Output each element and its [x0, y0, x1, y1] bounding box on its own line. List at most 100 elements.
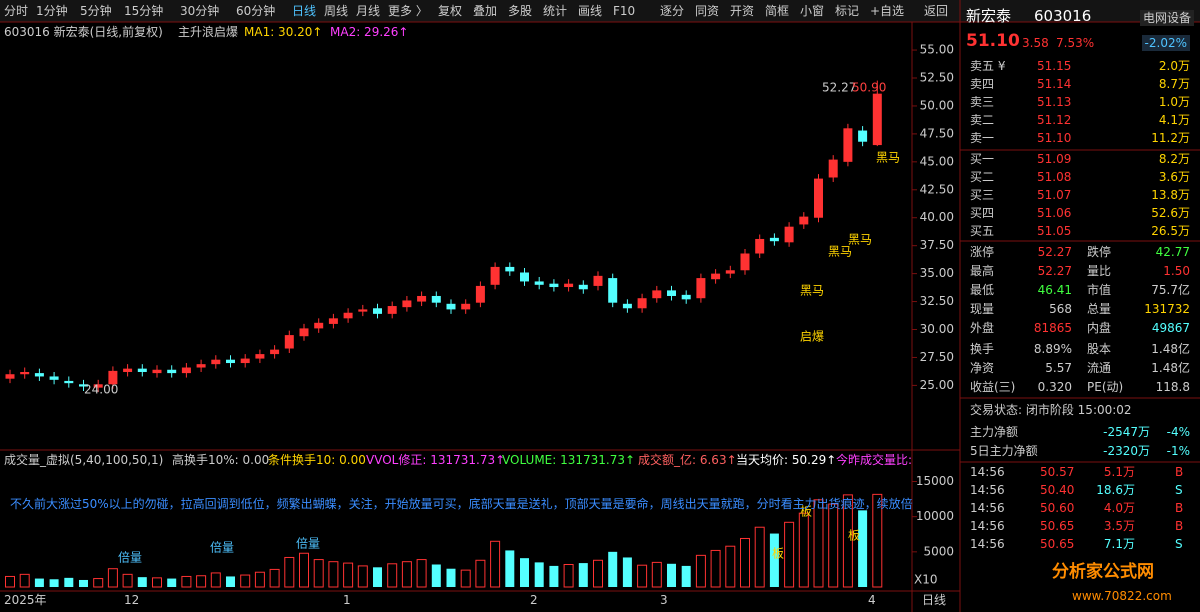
toolbar-button[interactable]: 逐分: [660, 4, 685, 18]
price-change: 3.58: [1022, 36, 1049, 50]
toolbar-tab[interactable]: 更多 〉: [388, 4, 428, 18]
volume-bar: [401, 561, 412, 588]
toolbar-tab[interactable]: 5分钟: [80, 4, 112, 18]
tick-price: 50.57: [1040, 465, 1075, 479]
tick-side: S: [1175, 537, 1183, 551]
toolbar-tab[interactable]: 1分钟: [36, 4, 68, 18]
toolbar-tab[interactable]: 周线: [324, 4, 349, 18]
volume-bar: [754, 526, 765, 588]
stat-label: 涨停: [970, 245, 995, 259]
toolbar-button[interactable]: 复权: [438, 4, 463, 18]
candle-body: [20, 371, 30, 375]
toolbar-button[interactable]: 统计: [543, 4, 568, 18]
x-tick-label: 1: [343, 593, 351, 607]
stat-value: 8.89%: [1033, 342, 1072, 356]
candle-body: [534, 281, 544, 285]
order-price: 51.06: [1037, 206, 1072, 220]
toolbar-tab[interactable]: 月线: [356, 4, 381, 18]
volume-bar: [19, 573, 30, 588]
candle-body: [608, 278, 618, 303]
toolbar-button[interactable]: 标记: [835, 4, 860, 18]
y-tick-label: 25.00: [920, 378, 954, 392]
toolbar-tab[interactable]: 60分钟: [236, 4, 276, 18]
y-tick-label: 40.00: [920, 210, 954, 224]
volume-label: 倍量: [210, 540, 234, 555]
volume-bar: [637, 564, 648, 588]
volume-bar: [798, 512, 809, 588]
sector-tag[interactable]: 电网设备: [1140, 10, 1195, 26]
order-volume: 8.7万: [1158, 77, 1190, 91]
stat-value: 52.27: [1037, 264, 1072, 278]
candle-body: [711, 273, 721, 280]
order-volume: 3.6万: [1158, 170, 1190, 184]
tick-price: 50.65: [1040, 519, 1075, 533]
stat-label: 最高: [970, 264, 995, 278]
candle-body: [343, 312, 353, 319]
order-price: 51.12: [1037, 113, 1072, 127]
tick-volume: 4.0万: [1103, 501, 1135, 515]
toolbar-button[interactable]: 叠加: [473, 4, 498, 18]
stat-label: 外盘: [970, 321, 995, 335]
y-tick-label: 47.50: [920, 126, 954, 140]
tick-price: 50.40: [1040, 483, 1075, 497]
order-price: 51.09: [1037, 152, 1072, 166]
volume-bar: [784, 521, 795, 588]
flow-value: -2320万: [1103, 444, 1150, 458]
order-label: 卖四: [970, 77, 995, 91]
back-button[interactable]: 返回: [924, 4, 949, 18]
volume-bar: [608, 551, 618, 587]
volume-bar: [269, 568, 280, 588]
tick-price: 50.60: [1040, 501, 1075, 515]
volume-bar: [431, 564, 441, 587]
volume-bar: [387, 563, 398, 588]
order-price: 51.07: [1037, 188, 1072, 202]
stat-label: 内盘: [1087, 321, 1112, 335]
toolbar-tab[interactable]: 30分钟: [180, 4, 220, 18]
toolbar-button[interactable]: 简框: [765, 4, 790, 18]
tick-time: 14:56: [970, 519, 1005, 533]
tick-side: B: [1175, 519, 1184, 533]
toolbar-button[interactable]: 小窗: [800, 4, 825, 18]
order-label: 卖二: [970, 113, 995, 127]
y-tick-label: 32.50: [920, 294, 954, 308]
annotation: 50.90: [852, 81, 886, 95]
order-label: 买二: [970, 170, 995, 184]
candle-body: [872, 93, 882, 146]
toolbar-button[interactable]: 开资: [730, 4, 755, 18]
volume-bar: [328, 561, 339, 588]
volume-bar: [167, 578, 177, 587]
volume-bar: [313, 559, 324, 588]
toolbar-button[interactable]: 画线: [578, 4, 603, 18]
order-label: 卖三: [970, 95, 995, 109]
toolbar-bg: [0, 0, 1200, 22]
volume-bar: [93, 578, 104, 588]
y-tick-label: 35.00: [920, 266, 954, 280]
order-price: 51.15: [1037, 59, 1072, 73]
tick-volume: 7.1万: [1103, 537, 1135, 551]
volume-bar: [695, 554, 706, 588]
tick-time: 14:56: [970, 483, 1005, 497]
order-label: 卖五 ¥: [970, 59, 1006, 73]
sector-pct: -2.02%: [1141, 35, 1190, 51]
stat-value: 118.8: [1155, 380, 1190, 394]
volume-bar: [667, 563, 676, 587]
order-label: 买四: [970, 206, 995, 220]
toolbar-button[interactable]: 同资: [695, 4, 720, 18]
volume-label: 板: [800, 505, 812, 519]
toolbar-button[interactable]: +自选: [870, 4, 905, 18]
tick-time: 14:56: [970, 501, 1005, 515]
order-volume: 1.0万: [1158, 95, 1190, 109]
candle-body: [431, 295, 441, 303]
toolbar-button[interactable]: 多股: [508, 4, 533, 18]
candle-body: [667, 290, 676, 296]
volume-bar: [357, 565, 368, 588]
candle-body: [387, 306, 397, 314]
candle-body: [490, 266, 500, 285]
last-price: 51.10: [966, 31, 1020, 51]
volume-bar: [5, 575, 15, 588]
volume-bar: [181, 575, 192, 588]
toolbar-button[interactable]: F10: [613, 4, 636, 18]
toolbar-tab[interactable]: 15分钟: [124, 4, 164, 18]
toolbar-tab[interactable]: 分时: [4, 4, 29, 18]
toolbar-tab[interactable]: 日线: [292, 4, 317, 18]
